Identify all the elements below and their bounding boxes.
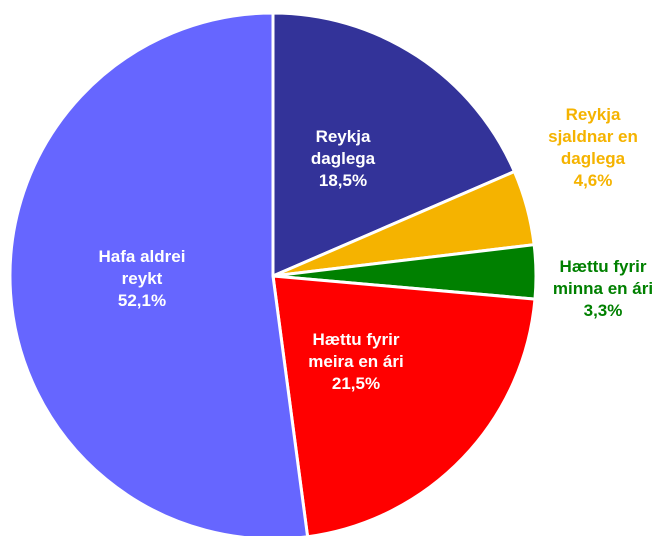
slice-category-label: minna en ári bbox=[553, 279, 653, 298]
slice-label-2: Reykja sjaldnar en daglega 4,6% bbox=[548, 105, 638, 190]
slice-category-label: daglega bbox=[561, 149, 626, 168]
slice-label-5: Hafa aldrei reykt 52,1% bbox=[99, 247, 186, 310]
pie-slice-4 bbox=[271, 274, 537, 536]
slice-category-label: Hættu fyrir bbox=[313, 330, 400, 349]
slice-category-label: Hafa aldrei bbox=[99, 247, 186, 266]
slice-label-1: Reykja daglega 18,5% bbox=[311, 127, 376, 190]
pie-slice-5 bbox=[8, 11, 310, 536]
slice-category-label: meira en ári bbox=[308, 352, 403, 371]
slice-label-3: Hættu fyrir minna en ári 3,3% bbox=[553, 257, 653, 320]
slice-category-label: daglega bbox=[311, 149, 376, 168]
slice-category-label: Reykja bbox=[566, 105, 621, 124]
slice-category-label: Hættu fyrir bbox=[560, 257, 647, 276]
slice-label-4: Hættu fyrir meira en ári 21,5% bbox=[308, 330, 403, 393]
pie-slice-1 bbox=[271, 11, 517, 279]
slice-category-label: Reykja bbox=[316, 127, 371, 146]
slice-value-label: 4,6% bbox=[574, 171, 613, 190]
slice-category-label: sjaldnar en bbox=[548, 127, 638, 146]
slice-value-label: 52,1% bbox=[118, 291, 166, 310]
pie-labels: Reykja daglega 18,5% Reykja sjaldnar en dagle… bbox=[99, 105, 654, 393]
pie-slices bbox=[8, 11, 538, 536]
slice-value-label: 3,3% bbox=[584, 301, 623, 320]
slice-category-label: reykt bbox=[122, 269, 163, 288]
slice-value-label: 18,5% bbox=[319, 171, 367, 190]
slice-value-label: 21,5% bbox=[332, 374, 380, 393]
